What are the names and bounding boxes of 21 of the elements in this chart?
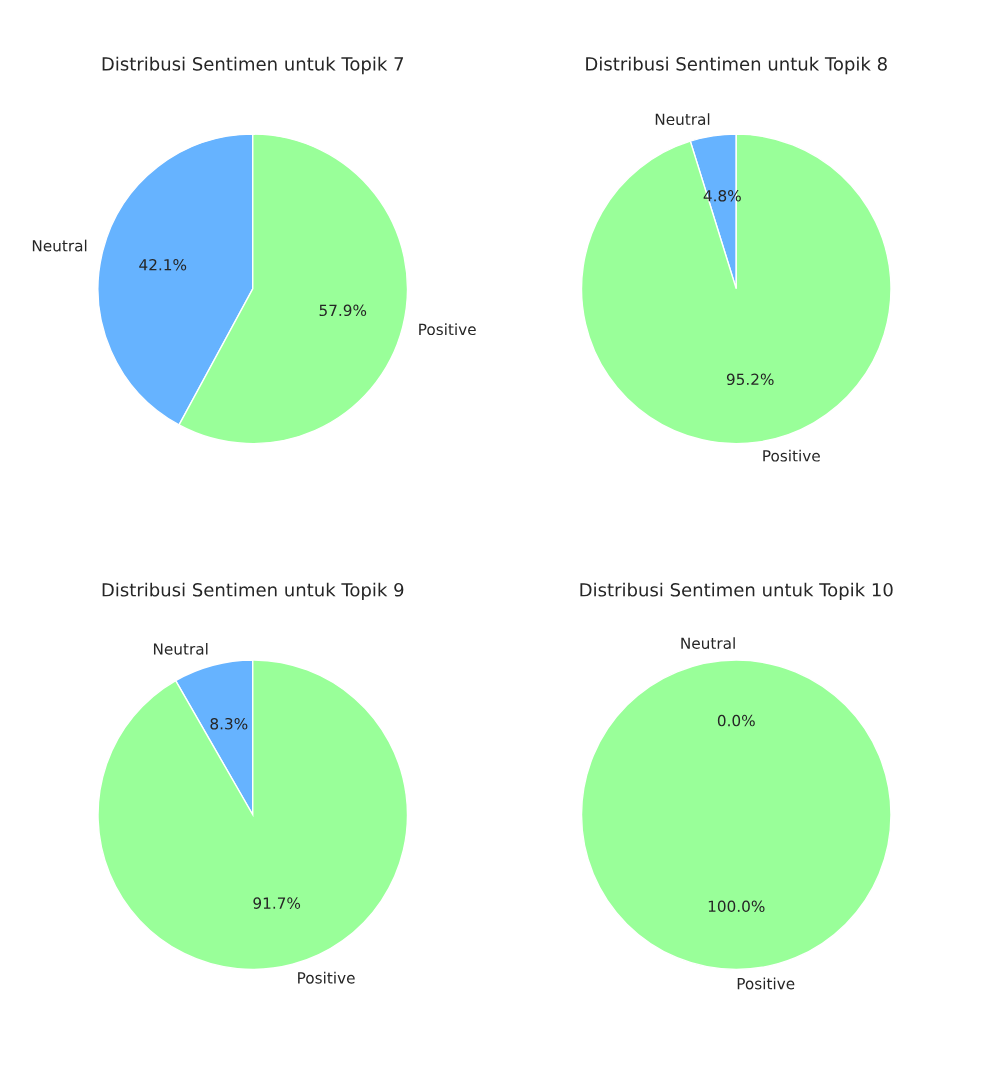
slice-label: Positive — [737, 977, 795, 990]
pie-slice — [97, 659, 409, 971]
pie-slice — [580, 133, 892, 445]
chart-title: Distribusi Sentimen untuk Topik 9 — [102, 582, 404, 601]
chart-title: Distribusi Sentimen untuk Topik 7 — [102, 56, 404, 75]
text: 0.0% — [717, 714, 755, 727]
slice-label: Positive — [298, 971, 355, 984]
data-label: 8.3% — [210, 717, 248, 730]
slice-label: Positive — [763, 449, 820, 462]
data-label: 42.1% — [139, 258, 187, 271]
slice-label: Neutral — [32, 239, 87, 252]
data-label: 91.7% — [253, 897, 301, 909]
slice-label: Neutral — [153, 642, 208, 655]
data-label: 57.9% — [319, 304, 367, 317]
data-label: 100.0% — [708, 900, 765, 913]
slice-label: Positive — [419, 323, 476, 336]
category-label: Neutral — [681, 637, 735, 649]
chart-title: Distribusi Sentimen untuk Topik 8 — [586, 56, 887, 75]
data-label: 95.2% — [726, 373, 774, 386]
chart-title: Distribusi Sentimen untuk Topik 10 — [580, 582, 893, 601]
slice-label: Neutral — [655, 113, 710, 126]
